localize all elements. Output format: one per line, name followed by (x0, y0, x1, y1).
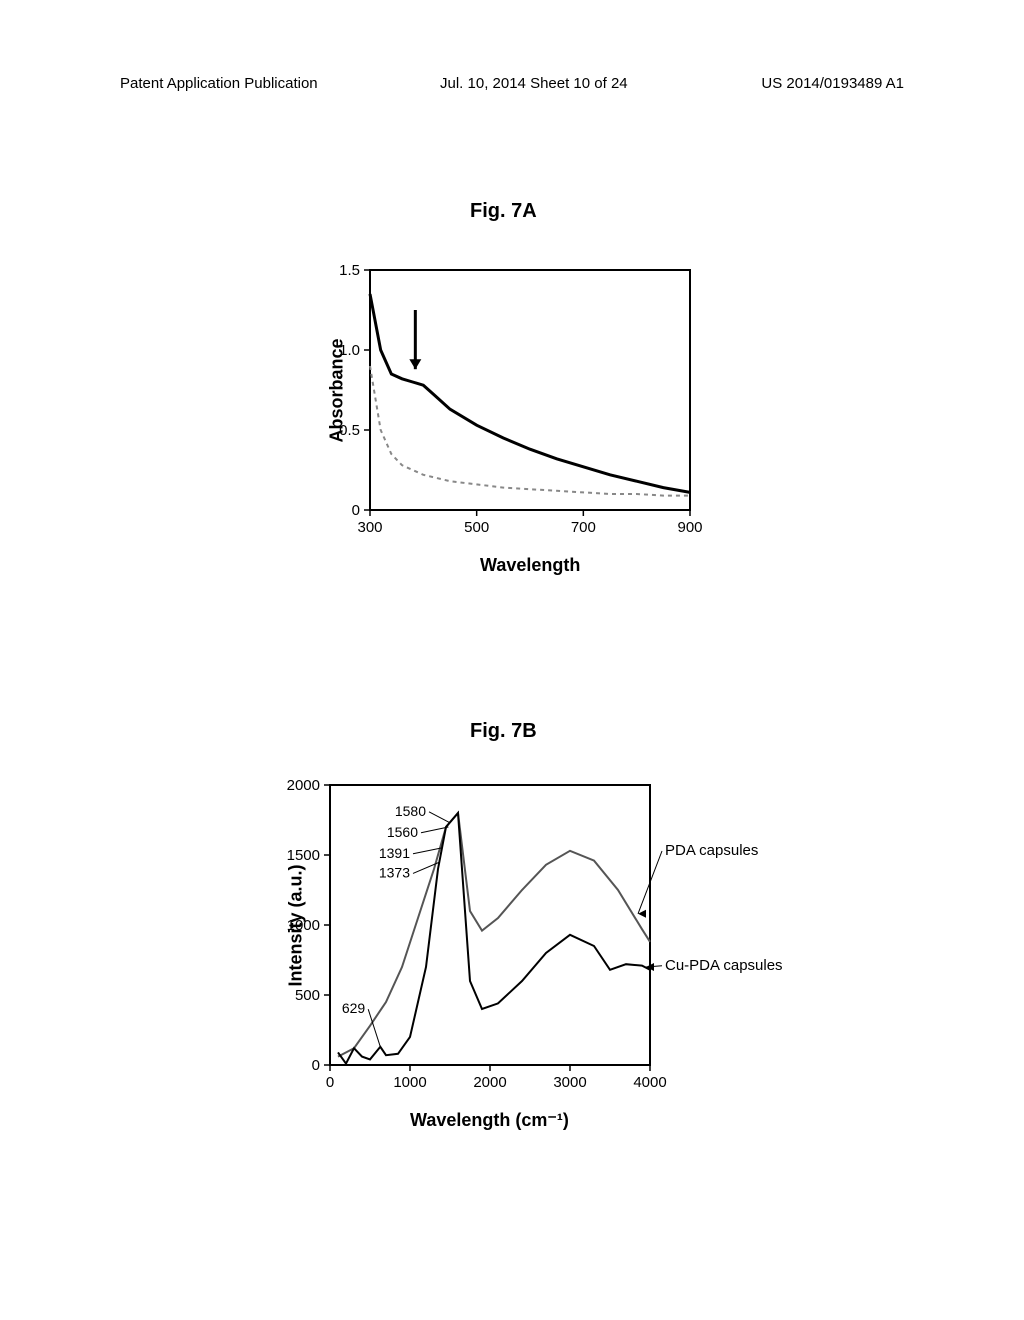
svg-text:500: 500 (295, 987, 320, 1004)
svg-text:1391: 1391 (379, 845, 410, 861)
svg-text:1000: 1000 (393, 1074, 426, 1091)
header-left: Patent Application Publication (120, 75, 318, 92)
figure-a-chart: 00.51.01.5300500700900 Absorbance Wavele… (290, 260, 730, 600)
figure-a-svg: 00.51.01.5300500700900 (290, 260, 730, 600)
svg-text:0: 0 (352, 502, 360, 519)
svg-text:1580: 1580 (395, 803, 426, 819)
svg-text:Cu-PDA capsules: Cu-PDA capsules (665, 957, 783, 974)
svg-text:4000: 4000 (633, 1074, 666, 1091)
figure-b-svg: 0500100015002000010002000300040001580156… (240, 775, 800, 1145)
svg-text:0: 0 (326, 1074, 334, 1091)
header-center: Jul. 10, 2014 Sheet 10 of 24 (440, 75, 628, 92)
figure-b-xlabel: Wavelength (cm⁻¹) (410, 1110, 569, 1131)
figure-b-chart: 0500100015002000010002000300040001580156… (240, 775, 800, 1145)
figure-a-xlabel: Wavelength (480, 555, 580, 576)
svg-text:PDA capsules: PDA capsules (665, 842, 758, 859)
svg-text:900: 900 (677, 519, 702, 536)
figure-a-ylabel: Absorbance (327, 338, 348, 442)
svg-text:500: 500 (464, 519, 489, 536)
figure-a-title: Fig. 7A (470, 200, 537, 223)
svg-text:300: 300 (357, 519, 382, 536)
svg-text:2000: 2000 (473, 1074, 506, 1091)
svg-text:2000: 2000 (287, 777, 320, 794)
header-right: US 2014/0193489 A1 (761, 75, 904, 92)
svg-text:1.5: 1.5 (339, 262, 360, 279)
svg-text:3000: 3000 (553, 1074, 586, 1091)
svg-text:629: 629 (342, 1000, 366, 1016)
svg-text:1373: 1373 (379, 864, 410, 880)
svg-text:1560: 1560 (387, 824, 418, 840)
svg-text:700: 700 (571, 519, 596, 536)
svg-text:1500: 1500 (287, 847, 320, 864)
figure-b-ylabel: Intensity (a.u.) (286, 864, 307, 986)
svg-text:0: 0 (312, 1057, 320, 1074)
figure-b-title: Fig. 7B (470, 720, 537, 743)
